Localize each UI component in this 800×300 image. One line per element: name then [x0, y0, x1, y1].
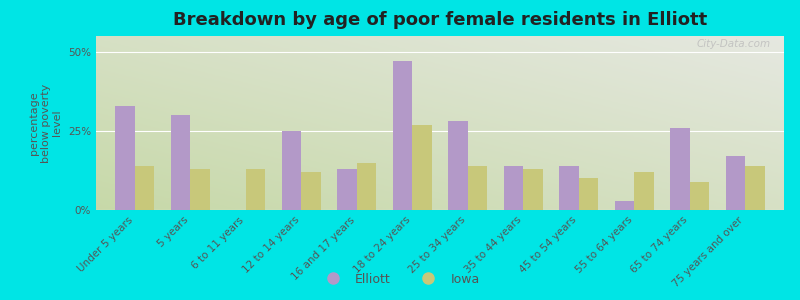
Bar: [578, 178, 598, 210]
Bar: [504, 166, 523, 210]
Title: Breakdown by age of poor female residents in Elliott: Breakdown by age of poor female resident…: [173, 11, 707, 29]
Text: City-Data.com: City-Data.com: [696, 40, 770, 50]
Bar: [357, 163, 376, 210]
Bar: [559, 166, 578, 210]
Bar: [670, 128, 690, 210]
Bar: [338, 169, 357, 210]
Bar: [171, 115, 190, 210]
Bar: [135, 166, 154, 210]
Bar: [726, 156, 745, 210]
Bar: [614, 200, 634, 210]
Bar: [393, 61, 412, 210]
Bar: [302, 172, 321, 210]
Bar: [190, 169, 210, 210]
Bar: [745, 166, 765, 210]
Bar: [246, 169, 266, 210]
Legend: Elliott, Iowa: Elliott, Iowa: [315, 268, 485, 291]
Bar: [412, 124, 432, 210]
Bar: [468, 166, 487, 210]
Bar: [115, 106, 135, 210]
Bar: [634, 172, 654, 210]
Y-axis label: percentage
below poverty
level: percentage below poverty level: [30, 83, 62, 163]
Bar: [448, 122, 468, 210]
Bar: [690, 182, 709, 210]
Bar: [523, 169, 542, 210]
Bar: [282, 131, 302, 210]
